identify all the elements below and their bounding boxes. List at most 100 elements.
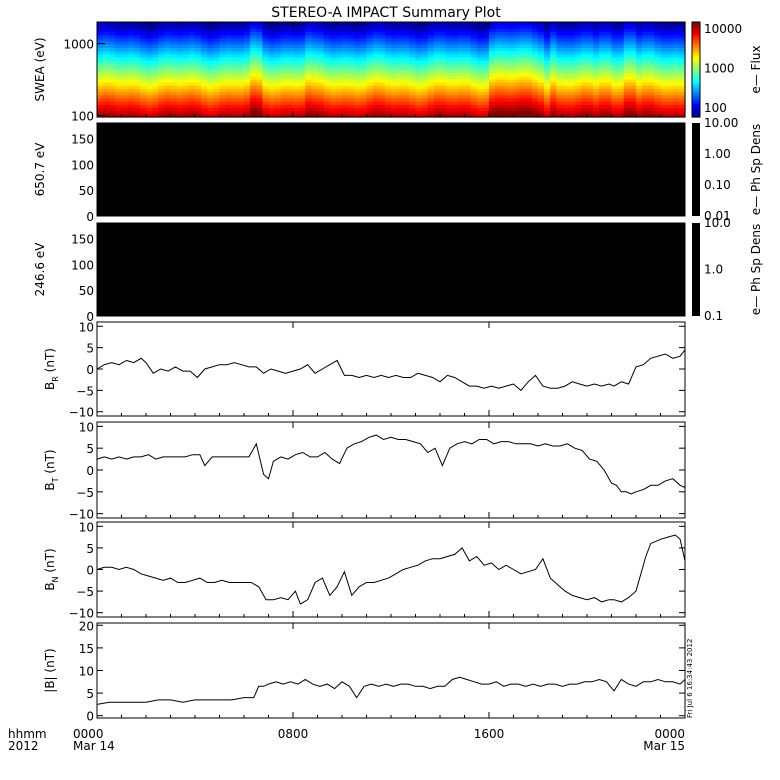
spectrogram-cell xyxy=(397,56,404,61)
spectrogram-cell xyxy=(599,31,606,36)
spectrogram-cell xyxy=(452,56,459,61)
spectrogram-cell xyxy=(550,63,557,67)
spectrogram-cell xyxy=(458,56,466,61)
spectrogram-cell xyxy=(158,72,165,77)
spectrogram-cell xyxy=(544,101,551,105)
spectrogram-cell xyxy=(495,110,502,115)
spectrogram-cell xyxy=(666,94,674,99)
spectrogram-cell xyxy=(299,69,306,74)
spectrogram-cell xyxy=(489,82,496,86)
spectrogram-cell xyxy=(648,22,655,26)
spectrogram-cell xyxy=(176,98,184,102)
spectrogram-cell xyxy=(531,85,539,90)
spectrogram-cell xyxy=(433,94,441,99)
spectrogram-cell xyxy=(176,94,184,99)
spectrogram-cell xyxy=(250,66,257,71)
spectrogram-cell xyxy=(544,63,551,67)
spectrogram-cell xyxy=(139,22,147,26)
spectrogram-cell xyxy=(201,113,208,118)
spectrogram-cell xyxy=(237,60,245,64)
spectrogram-cell xyxy=(391,69,398,74)
spectrogram-cell xyxy=(538,85,545,90)
spectrogram-cell xyxy=(97,82,104,86)
spectrogram-cell xyxy=(97,110,104,115)
spectrogram-cell xyxy=(384,44,392,48)
spectrogram-cell xyxy=(348,75,355,80)
spectrogram-cell xyxy=(164,53,172,58)
colorbar-tick-label: 10.0 xyxy=(704,216,731,230)
spectrogram-cell xyxy=(482,101,490,105)
spectrogram-cell xyxy=(642,34,649,39)
spectrogram-cell xyxy=(495,72,502,77)
spectrogram-cell xyxy=(525,72,533,77)
spectrogram-cell xyxy=(519,56,527,61)
spectrogram-cell xyxy=(329,75,337,80)
spectrogram-cell xyxy=(323,85,331,90)
spectrogram-cell xyxy=(427,60,435,64)
spectrogram-cell xyxy=(678,63,686,67)
spectrogram-cell xyxy=(568,94,576,99)
spectrogram-cell xyxy=(176,60,184,64)
spectrogram-cell xyxy=(237,107,245,112)
spectrogram-cell xyxy=(636,60,643,64)
spectrogram-cell xyxy=(568,37,576,42)
spectrogram-cell xyxy=(648,56,655,61)
spectrogram-cell xyxy=(660,56,668,61)
spectrogram-cell xyxy=(213,101,221,105)
spectrogram-cell xyxy=(329,22,337,26)
y-tick-label: 50 xyxy=(79,184,94,198)
spectrogram-cell xyxy=(648,82,655,86)
spectrogram-cell xyxy=(378,28,386,33)
spectrogram-cell xyxy=(225,88,233,93)
spectrogram-cell xyxy=(372,88,380,93)
spectrogram-cell xyxy=(409,66,417,71)
spectrogram-cell xyxy=(146,60,153,64)
spectrogram-cell xyxy=(617,44,625,48)
spectrogram-cell xyxy=(464,101,472,105)
spectrogram-cell xyxy=(207,44,214,48)
spectrogram-cell xyxy=(391,75,398,80)
spectrogram-cell xyxy=(452,75,459,80)
spectrogram-cell xyxy=(354,50,361,55)
spectrogram-cell xyxy=(207,28,214,33)
spectrogram-cell xyxy=(201,34,208,39)
spectrogram-cell xyxy=(550,79,557,83)
spectrogram-cell xyxy=(446,31,453,36)
spectrogram-cell xyxy=(342,56,349,61)
spectrogram-cell xyxy=(464,53,472,58)
spectrogram-cell xyxy=(237,82,245,86)
spectrogram-cell xyxy=(672,63,680,67)
spectrogram-cell xyxy=(121,107,129,112)
spectrogram-cell xyxy=(207,94,214,99)
spectrogram-cell xyxy=(268,69,276,74)
spectrogram-cell xyxy=(458,53,466,58)
spectrogram-cell xyxy=(299,53,306,58)
spectrogram-cell xyxy=(201,98,208,102)
spectrogram-cell xyxy=(587,22,594,26)
y-axis-label: |B| (nT) xyxy=(43,648,57,692)
spectrogram-cell xyxy=(525,69,533,74)
spectrogram-cell xyxy=(103,50,110,55)
spectrogram-cell xyxy=(513,56,521,61)
spectrogram-cell xyxy=(470,34,478,39)
spectrogram-cell xyxy=(531,79,539,83)
spectrogram-cell xyxy=(139,107,147,112)
spectrogram-cell xyxy=(421,25,429,29)
spectrogram-cell xyxy=(672,110,680,115)
spectrogram-cell xyxy=(139,28,147,33)
spectrogram-cell xyxy=(274,98,282,102)
spectrogram-cell xyxy=(323,104,331,109)
spectrogram-cell xyxy=(133,28,141,33)
spectrogram-cell xyxy=(623,66,631,71)
spectrogram-cell xyxy=(182,113,190,118)
spectrogram-cell xyxy=(127,110,135,115)
spectrogram-cell xyxy=(629,66,637,71)
spectrogram-cell xyxy=(672,72,680,77)
spectrogram-cell xyxy=(286,31,294,36)
spectrogram-cell xyxy=(648,113,655,118)
spectrogram-cell xyxy=(378,34,386,39)
spectrogram-cell xyxy=(550,41,557,45)
spectrogram-cell xyxy=(525,101,533,105)
spectrogram-cell xyxy=(323,34,331,39)
spectrogram-cell xyxy=(103,37,110,42)
